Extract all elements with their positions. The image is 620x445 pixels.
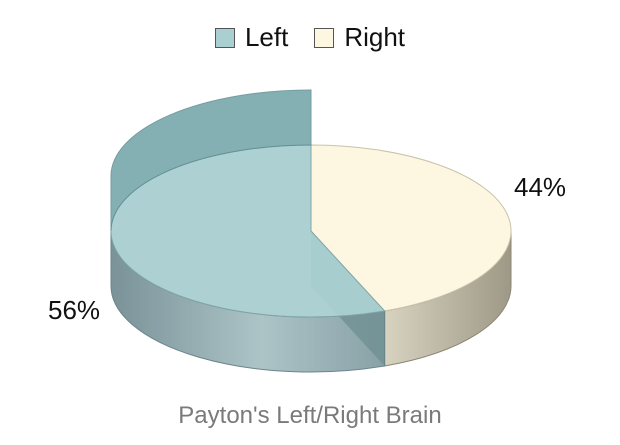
legend-label-left: Left bbox=[244, 22, 289, 52]
slice-left-back-wall bbox=[110, 89, 312, 232]
chart-title: Payton's Left/Right Brain bbox=[178, 402, 442, 429]
slice-right bbox=[310, 144, 512, 312]
data-label-left: 56% bbox=[48, 295, 101, 325]
legend-item-left[interactable]: Left bbox=[214, 22, 289, 53]
data-label-right: 44% bbox=[514, 172, 567, 202]
legend-swatch-left bbox=[214, 27, 235, 48]
legend-label-right: Right bbox=[344, 22, 406, 52]
legend-swatch-right bbox=[314, 27, 335, 48]
legend: Left Right bbox=[0, 22, 620, 53]
legend-item-right[interactable]: Right bbox=[314, 22, 405, 53]
